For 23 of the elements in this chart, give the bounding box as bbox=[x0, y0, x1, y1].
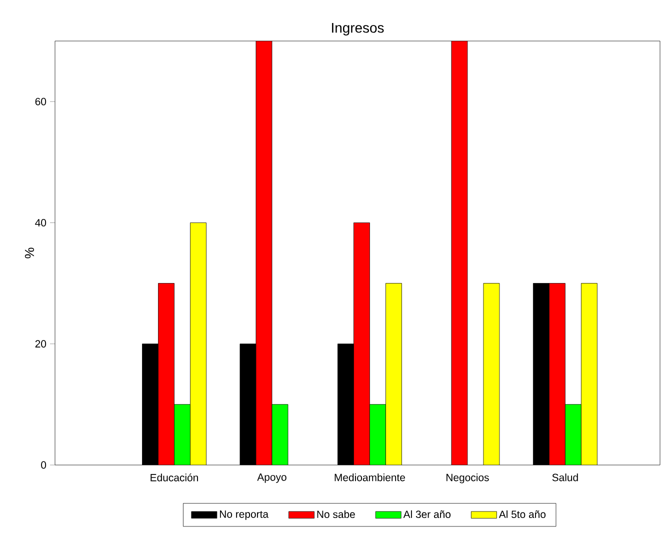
bar bbox=[581, 283, 598, 465]
bar bbox=[386, 283, 402, 465]
y-tick-label: 40 bbox=[35, 219, 46, 226]
x-tick-label: Educación bbox=[150, 474, 198, 482]
y-tick-label: 0 bbox=[41, 461, 46, 469]
legend-label: Al 5to año bbox=[498, 510, 546, 518]
x-tick-label: Medioambiente bbox=[334, 474, 405, 482]
x-tick-label: Apoyo bbox=[257, 474, 286, 483]
legend-label: No sabe bbox=[317, 510, 355, 518]
bar bbox=[190, 222, 206, 465]
bar bbox=[483, 283, 500, 465]
y-tick-label: 20 bbox=[35, 340, 46, 348]
y-axis-title: % bbox=[24, 248, 34, 258]
chart-title: Ingresos bbox=[332, 23, 384, 36]
y-tick-label: 60 bbox=[35, 98, 46, 106]
x-tick-label: Salud bbox=[552, 474, 578, 482]
x-tick-label: Negocios bbox=[446, 474, 489, 484]
bar bbox=[370, 404, 386, 465]
legend-label: No reporta bbox=[220, 510, 269, 520]
bar bbox=[565, 404, 582, 465]
bar bbox=[174, 404, 190, 465]
legend-label: Al 3er año bbox=[403, 510, 451, 518]
bar bbox=[272, 404, 288, 465]
